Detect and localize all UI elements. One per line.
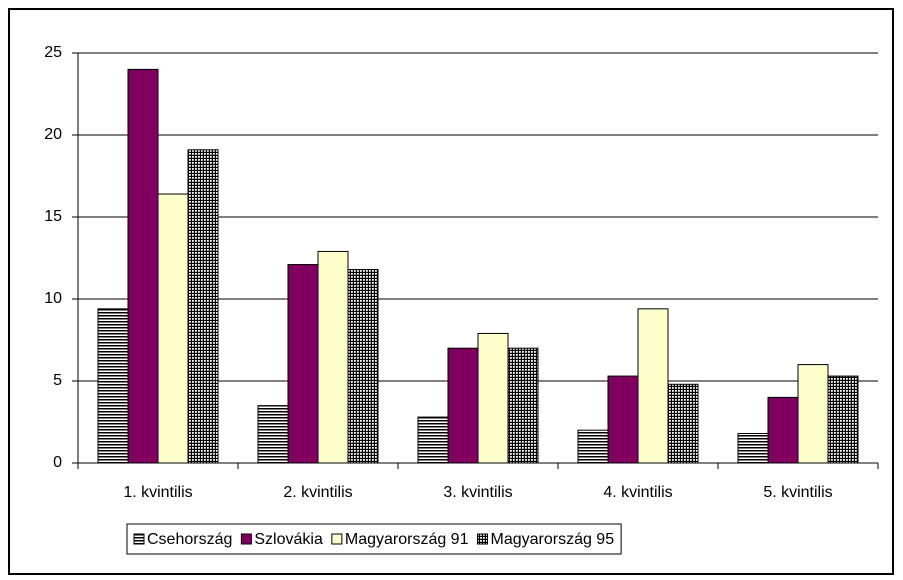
bar: [827, 375, 859, 464]
legend-swatch: [240, 533, 252, 545]
y-tick-label: 20: [44, 126, 62, 143]
bar: [187, 149, 219, 464]
x-tick-label: 2. kvintilis: [283, 484, 352, 501]
bar: [257, 405, 289, 464]
legend-swatch: [331, 533, 343, 545]
bar: [667, 383, 699, 464]
bar: [477, 332, 509, 464]
bar: [127, 68, 159, 464]
bar: [97, 308, 129, 464]
bar: [347, 268, 379, 464]
bar: [507, 347, 539, 464]
bar: [607, 375, 639, 464]
bar: [767, 396, 799, 464]
legend-swatch: [476, 533, 488, 545]
bar: [157, 193, 189, 464]
y-tick-label: 15: [44, 208, 62, 225]
legend-swatch: [133, 533, 145, 545]
legend-label: Szlovákia: [254, 531, 323, 548]
bar: [577, 429, 609, 464]
bar: [737, 432, 769, 464]
x-tick-label: 1. kvintilis: [123, 484, 192, 501]
bar: [637, 308, 669, 464]
bar: [447, 347, 479, 464]
y-tick-label: 5: [53, 372, 62, 389]
bar: [797, 364, 829, 464]
y-tick-label: 10: [44, 290, 62, 307]
legend-label: Magyarország 91: [345, 531, 469, 548]
legend-label: Csehország: [147, 531, 232, 548]
y-tick-label: 0: [53, 454, 62, 471]
legend: [126, 523, 622, 555]
x-tick-label: 4. kvintilis: [603, 484, 672, 501]
bar: [417, 416, 449, 464]
x-tick-label: 5. kvintilis: [763, 484, 832, 501]
y-tick-label: 25: [44, 44, 62, 61]
bar: [287, 264, 319, 464]
bar: [317, 250, 349, 464]
legend-label: Magyarország 95: [490, 531, 614, 548]
x-tick-label: 3. kvintilis: [443, 484, 512, 501]
